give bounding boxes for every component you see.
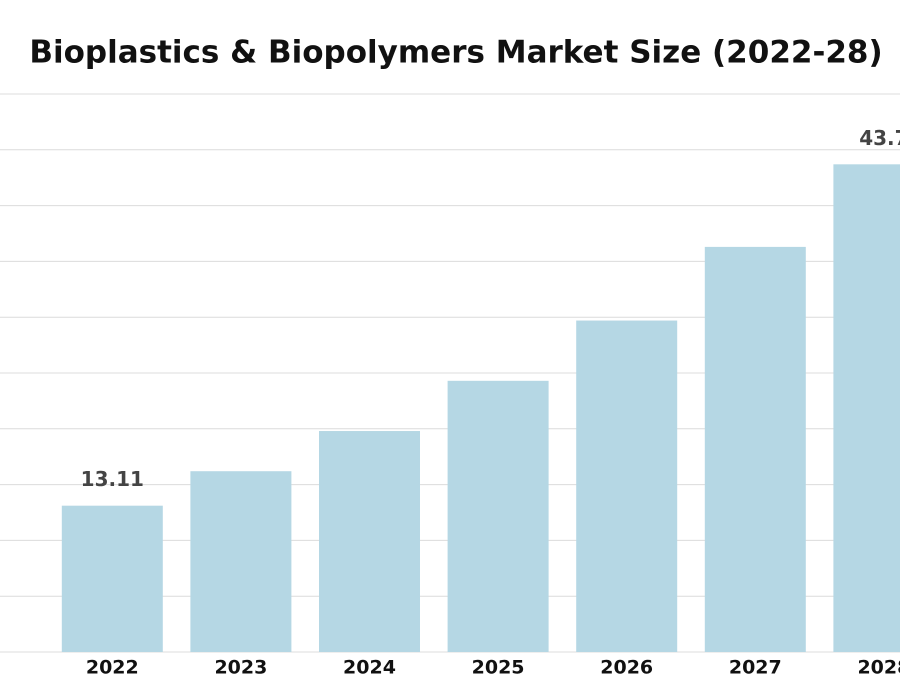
x-tick-label: 2027 (729, 657, 782, 679)
bar (704, 246, 806, 652)
x-tick-label: 2028 (857, 657, 900, 679)
chart-title: Bioplastics & Biopolymers Market Size (2… (29, 35, 882, 71)
bar (190, 471, 292, 652)
x-tick-label: 2022 (86, 657, 139, 679)
data-label: 43.7 (859, 126, 900, 150)
bar (447, 380, 549, 652)
x-tick-label: 2025 (472, 657, 525, 679)
x-tick-label: 2026 (600, 657, 653, 679)
bar (319, 431, 420, 652)
x-tick-label: 2023 (214, 657, 267, 679)
bar (833, 164, 900, 653)
bar (576, 320, 678, 652)
x-tick-label: 2024 (343, 657, 396, 679)
data-label: 13.11 (81, 467, 144, 491)
bar (61, 505, 163, 652)
